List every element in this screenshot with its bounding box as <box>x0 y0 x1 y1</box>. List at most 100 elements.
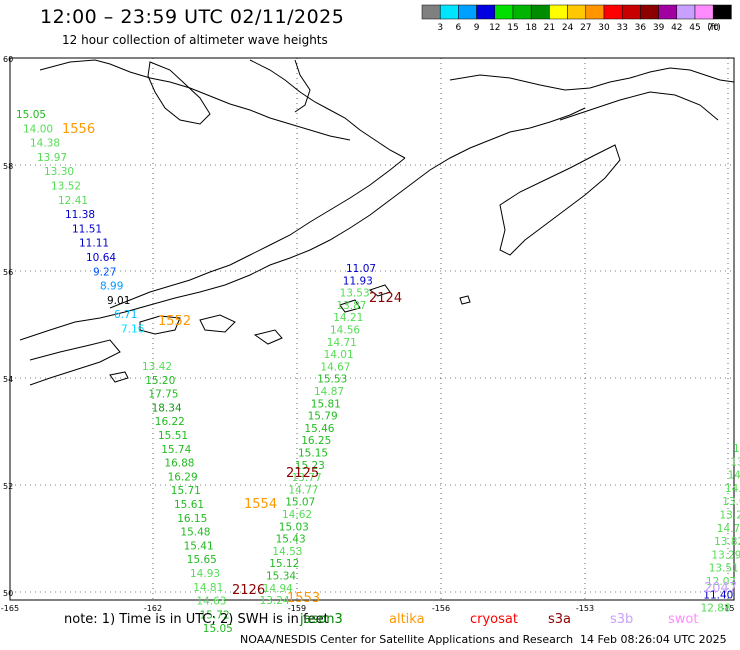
wave-height-reading: 13.52 <box>51 181 81 193</box>
latitude-label: 58 <box>3 162 13 171</box>
track-id-labels: 1556 1552 2124 2125 1554 2126 1553 2047 <box>62 122 737 606</box>
wave-height-reading: 16.29 <box>168 471 198 483</box>
wave-height-reading: 14.53 <box>272 546 302 558</box>
wave-height-reading: 15.34 <box>266 571 296 583</box>
wave-height-reading: 14.94 <box>263 583 293 595</box>
wave-height-reading: 8.99 <box>100 281 123 293</box>
map-frame <box>9 57 735 601</box>
wave-height-reading: 11.93 <box>343 275 373 287</box>
track-id-label: 1553 <box>287 591 320 606</box>
wave-height-reading: 16.22 <box>155 416 185 428</box>
scale-tick-label: 36 <box>635 23 647 33</box>
latitude-label: 60 <box>3 55 13 64</box>
latitude-label: 56 <box>3 268 13 277</box>
scale-tick-label: 15 <box>507 23 518 33</box>
scale-tick-label: 39 <box>653 23 665 33</box>
wave-height-reading: 14.56 <box>330 325 360 337</box>
satellite-legend-item: cryosat <box>470 612 518 627</box>
satellite-legend-item: swot <box>668 612 699 627</box>
longitude-label: -156 <box>432 604 450 613</box>
wave-height-reading: 9.01 <box>107 295 130 307</box>
wave-height-reading: 13 <box>730 456 740 468</box>
footer-note: note: 1) Time is in UTC; 2) SWH is in fe… <box>64 612 329 627</box>
wave-height-reading: 14.87 <box>314 386 344 398</box>
wave-height-reading: 13.82 <box>714 536 740 548</box>
wave-height-reading: 15.61 <box>174 499 204 511</box>
wave-height-reading: 16.88 <box>164 458 194 470</box>
scale-tick-label: 33 <box>616 23 627 33</box>
wave-height-reading: 12.88 <box>701 603 731 615</box>
wave-height-reading: 14 <box>728 470 740 482</box>
longitude-label: -15 <box>721 604 734 613</box>
wave-height-reading: 14.00 <box>23 123 53 135</box>
wave-height-reading: 15.65 <box>187 554 217 566</box>
wave-height-reading: 9.27 <box>93 266 116 278</box>
scale-tick-label: 30 <box>598 23 610 33</box>
wave-height-reading: 14.62 <box>282 509 312 521</box>
wave-height-reading: 14.21 <box>333 312 363 324</box>
wave-height-reading: 14.38 <box>30 138 60 150</box>
scale-swatch <box>712 4 732 20</box>
wave-height-reading: 15.20 <box>145 375 175 387</box>
track-id-label: 1554 <box>244 497 277 512</box>
page-subtitle: 12 hour collection of altimeter wave hei… <box>62 33 328 47</box>
wave-height-reading: 16.25 <box>301 435 331 447</box>
wave-height-reading: 14.67 <box>320 361 350 373</box>
wave-height-reading: 15.79 <box>308 411 338 423</box>
wave-height-reading: 11.38 <box>65 209 95 221</box>
wave-height-reading: 15.15 <box>298 448 328 460</box>
wave-height-reading: 15.72 <box>200 609 230 621</box>
wave-height-reading: 15.81 <box>311 398 341 410</box>
coastline <box>19 59 735 386</box>
wave-height-reading: 15.48 <box>180 527 210 539</box>
wave-height-reading: 15.07 <box>285 497 315 509</box>
wave-height-reading: 12.41 <box>58 195 88 207</box>
wave-height-reading: 15.12 <box>269 558 299 570</box>
wave-height-reading: 1 <box>733 443 740 455</box>
wave-height-reading: 14.77 <box>288 484 318 496</box>
wave-height-reading: 13.51 <box>709 563 739 575</box>
wave-height-reading: 14.93 <box>190 568 220 580</box>
wave-height-reading: 15.51 <box>158 430 188 442</box>
wave-height-reading: 14.81 <box>193 582 223 594</box>
longitude-label: -159 <box>288 604 306 613</box>
wave-height-reading: 12.07 <box>706 576 736 588</box>
wave-height-reading: 11.11 <box>79 238 109 250</box>
wave-height-reading: 14.01 <box>324 349 354 361</box>
track-id-label: 2126 <box>232 583 265 598</box>
longitude-labels: -165 -162 -159 -156 -153 -15 <box>1 604 735 613</box>
wave-height-reading: 17.75 <box>148 389 178 401</box>
satellite-legend-item: jason3 <box>300 612 343 627</box>
wave-height-reading: 14.71 <box>327 337 357 349</box>
wave-height-reading: 15.05 <box>16 109 46 121</box>
wave-height-reading: 13.30 <box>44 166 74 178</box>
scale-tick-label: 18 <box>525 23 537 33</box>
satellite-legend-item: altika <box>389 612 425 627</box>
scale-tick-label: 70 <box>707 23 719 33</box>
wave-height-reading: 6.71 <box>114 309 137 321</box>
wave-height-reading: 13.24 <box>260 595 290 607</box>
wave-height-reading: 11.51 <box>72 223 102 235</box>
latitude-label: 50 <box>3 589 13 598</box>
satellite-legend-item: s3a <box>548 612 572 627</box>
scale-tick-label: 42 <box>671 23 682 33</box>
wave-height-reading: 10.64 <box>86 252 116 264</box>
credit-line: NOAA/NESDIS Center for Satellite Applica… <box>240 633 574 646</box>
track-id-label: 1556 <box>62 122 95 137</box>
track-id-label: 2125 <box>286 466 319 481</box>
track-id-label: 2047 <box>704 581 737 596</box>
wave-height-reading: 15.74 <box>161 444 191 456</box>
wave-height-reading: 13.67 <box>722 496 740 508</box>
wave-height-reading: 15.43 <box>276 534 306 546</box>
page-title: 12:00 – 23:59 UTC 02/11/2025 <box>40 6 345 28</box>
wave-height-readings: 15.05 14.00 14.38 13.97 13.30 13.52 12.41 11.38… <box>16 109 740 635</box>
scale-tick-label: 9 <box>474 23 480 33</box>
wave-height-reading: 11.07 <box>346 263 376 275</box>
longitude-label: -165 <box>1 604 19 613</box>
wave-height-reading: 15.53 <box>317 374 347 386</box>
wave-height-reading: 13.29 <box>711 549 740 561</box>
longitude-label: -153 <box>576 604 594 613</box>
latitude-label: 52 <box>3 482 13 491</box>
wave-height-reading: 7.16 <box>121 324 145 336</box>
